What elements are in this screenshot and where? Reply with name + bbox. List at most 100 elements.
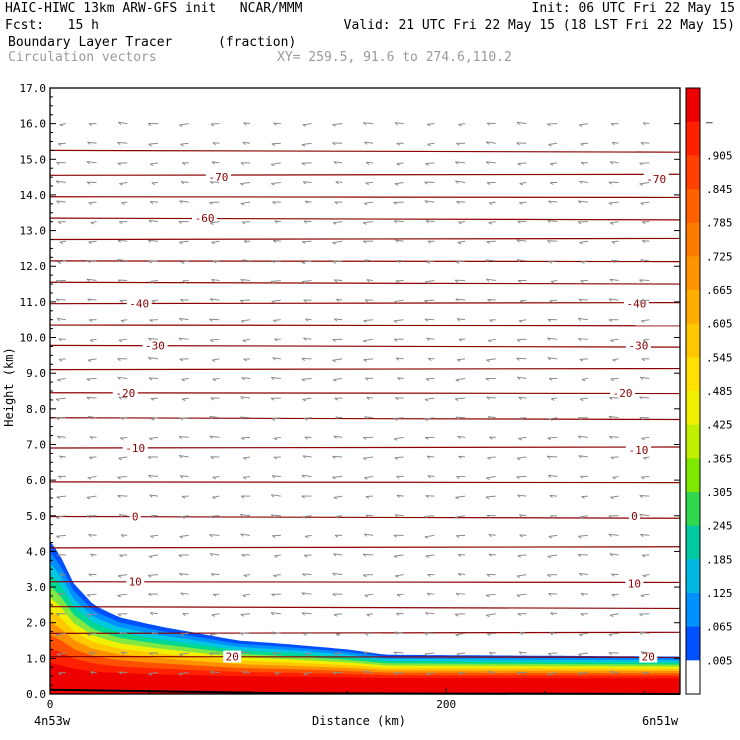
circulation-vector — [395, 574, 404, 578]
circulation-vector — [609, 670, 619, 675]
colorbar-label: .185 — [706, 553, 733, 566]
circulation-vector — [364, 259, 373, 263]
circulation-vector — [364, 416, 373, 420]
circulation-vector — [485, 141, 496, 145]
circulation-vector — [580, 613, 588, 617]
circulation-vector — [578, 123, 588, 127]
circulation-vector — [90, 221, 97, 225]
circulation-vector — [273, 574, 281, 578]
circulation-vector — [577, 554, 588, 558]
isotherm-label-bg — [142, 339, 168, 352]
circulation-vector — [271, 631, 281, 635]
circulation-vector — [488, 533, 496, 538]
circulation-vector — [209, 534, 220, 538]
circulation-vector — [181, 515, 189, 519]
circulation-vector — [302, 279, 312, 284]
circulation-vector — [57, 221, 66, 225]
circulation-vector — [55, 397, 66, 402]
y-axis-label: Height (km) — [2, 347, 16, 426]
circulation-vector — [366, 279, 373, 283]
circulation-vector — [87, 358, 97, 363]
circulation-vector — [427, 240, 435, 244]
circulation-vector — [458, 221, 466, 225]
circulation-vector — [456, 318, 466, 322]
circulation-vector — [274, 220, 281, 224]
colorbar-segment — [686, 256, 700, 291]
circulation-vector — [457, 553, 466, 557]
circulation-vector — [301, 240, 312, 245]
circulation-vector — [393, 417, 404, 421]
circulation-vector — [397, 377, 404, 381]
circulation-vector — [395, 279, 404, 284]
circulation-vector — [549, 632, 558, 636]
circulation-vector — [608, 652, 619, 656]
circulation-vector — [455, 592, 466, 597]
circulation-vector — [425, 554, 435, 558]
circulation-vector — [547, 240, 558, 244]
circulation-vector — [271, 260, 281, 264]
circulation-vector — [304, 417, 312, 421]
y-tick-label: 13.0 — [20, 225, 47, 238]
circulation-vector — [609, 221, 619, 225]
circulation-vector — [243, 574, 251, 578]
isotherm-label-bg — [625, 443, 651, 456]
circulation-vector — [117, 593, 128, 598]
y-tick-label: 4.0 — [26, 545, 46, 558]
circulation-vector — [546, 455, 558, 459]
circulation-vector — [86, 515, 97, 519]
circulation-vector — [57, 260, 66, 265]
circulation-vector — [641, 358, 650, 362]
circulation-vector — [55, 515, 66, 520]
circulation-vector — [210, 123, 220, 127]
circulation-vector — [119, 436, 128, 441]
circulation-vector — [365, 495, 373, 499]
circulation-vector — [273, 456, 281, 460]
circulation-vector — [240, 533, 251, 537]
circulation-vector — [640, 593, 650, 598]
circulation-vector — [610, 378, 619, 382]
circulation-vector — [578, 338, 588, 342]
circulation-vector — [362, 553, 373, 557]
circulation-vector — [456, 476, 466, 480]
circulation-vector — [332, 358, 343, 363]
circulation-vector — [425, 495, 435, 499]
isotherm-line — [49, 281, 681, 285]
isotherm-label: -70 — [646, 173, 666, 186]
circulation-vector — [241, 221, 251, 225]
circulation-vector — [118, 221, 128, 225]
y-tick-label: 9.0 — [26, 367, 46, 380]
circulation-vector — [548, 592, 558, 596]
circulation-vector — [579, 240, 588, 245]
circulation-vector — [488, 221, 496, 225]
circulation-vector — [150, 397, 159, 401]
circulation-vector — [486, 396, 496, 400]
colorbar-segment — [686, 155, 700, 190]
circulation-vector — [610, 338, 619, 343]
circulation-vector — [332, 260, 343, 264]
circulation-vector — [581, 260, 588, 264]
circulation-vector — [578, 298, 588, 302]
circulation-vector — [120, 534, 128, 538]
circulation-vector — [639, 513, 650, 518]
circulation-vector — [86, 495, 97, 500]
circulation-vector — [212, 142, 220, 146]
circulation-vector — [396, 475, 404, 479]
colorbar-segment — [686, 660, 700, 695]
circulation-vector — [212, 593, 220, 597]
circulation-vector — [117, 495, 128, 499]
isotherm-line — [49, 481, 681, 484]
circulation-vector — [519, 534, 527, 538]
circulation-vector — [578, 417, 588, 421]
isotherm-label-bg — [205, 171, 231, 184]
isotherm-line — [49, 173, 681, 176]
circulation-vector — [120, 319, 128, 323]
circulation-vector — [274, 554, 281, 558]
circulation-vector — [456, 358, 466, 362]
circulation-vector — [178, 220, 189, 224]
circulation-vector — [641, 554, 650, 558]
circulation-vector — [424, 515, 435, 519]
circulation-vector — [56, 161, 66, 165]
circulation-vector — [642, 574, 650, 578]
circulation-vector — [120, 651, 128, 655]
circulation-vector — [516, 338, 527, 343]
